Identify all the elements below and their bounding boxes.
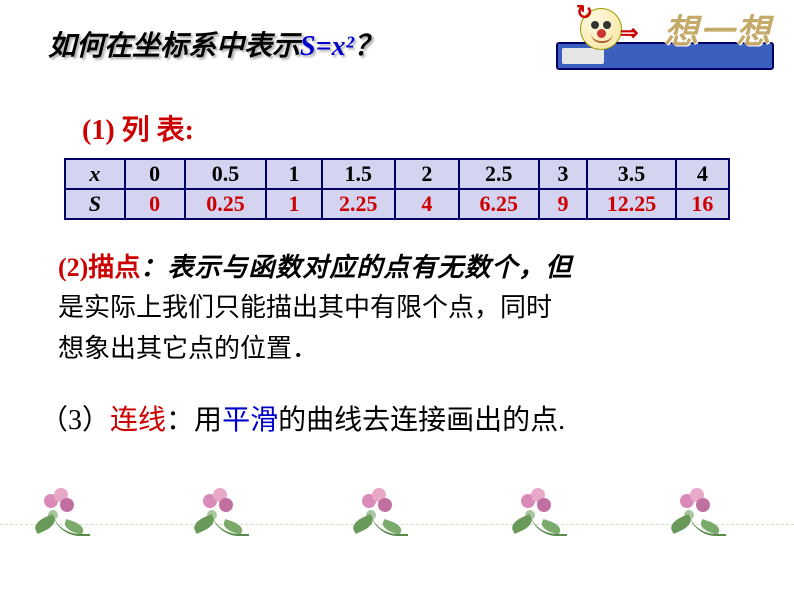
- think-text: 想一想: [664, 4, 772, 53]
- s-cell: 9: [539, 189, 588, 219]
- x-cell: 3.5: [587, 159, 676, 189]
- flower-cluster: [342, 484, 452, 554]
- table-row-x: x 0 0.5 1 1.5 2 2.5 3 3.5 4: [65, 159, 729, 189]
- step-3-num: （3）: [40, 405, 110, 436]
- flower-cluster: [24, 484, 134, 554]
- step-2-tag: 描点: [88, 253, 140, 282]
- s-cell: 16: [676, 189, 729, 219]
- x-cell: 1.5: [322, 159, 395, 189]
- step-2-line3: 想象出其它点的位置．: [58, 334, 318, 363]
- think-bar-highlight: [562, 48, 604, 64]
- step-3-tag: 连线: [110, 405, 166, 436]
- step-3-colon: ：: [166, 405, 194, 436]
- step-2-num: (2): [58, 253, 88, 282]
- question-heading: 如何在坐标系中表示S=x²？: [48, 24, 382, 64]
- xy-table: x 0 0.5 1 1.5 2 2.5 3 3.5 4 S 0 0.25 1 2…: [64, 158, 730, 220]
- step-1-num: (1): [82, 115, 115, 146]
- row-label-x: x: [65, 159, 125, 189]
- step-3-part1: 用: [194, 405, 222, 436]
- flower-cluster: [183, 484, 293, 554]
- flower-border: [0, 474, 794, 554]
- s-cell: 4: [395, 189, 459, 219]
- table-row-s: S 0 0.25 1 2.25 4 6.25 9 12.25 16: [65, 189, 729, 219]
- step-1-colon: :: [185, 115, 194, 146]
- x-cell: 0: [125, 159, 185, 189]
- step-3-part2: 的曲线去连接画出的点.: [278, 405, 565, 436]
- flower-cluster: [660, 484, 770, 554]
- question-formula: S=x²: [300, 31, 354, 62]
- arrow-right-icon: ⇒: [620, 20, 638, 46]
- swirl-arrow-icon: ↻: [576, 0, 593, 25]
- x-cell: 1: [266, 159, 321, 189]
- think-callout: ↻ ⇒ 想一想: [556, 6, 776, 72]
- vine-decor: [0, 524, 794, 526]
- flower-cluster: [501, 484, 611, 554]
- step-3-blue: 平滑: [222, 405, 278, 436]
- x-cell: 3: [539, 159, 588, 189]
- x-cell: 4: [676, 159, 729, 189]
- step-1-heading: (1) 列 表:: [82, 108, 194, 148]
- step-2-colon: ：: [140, 253, 167, 282]
- question-suffix: ？: [354, 31, 382, 62]
- step-2-line1: 表示与函数对应的点有无数个，但: [167, 253, 572, 282]
- value-table: x 0 0.5 1 1.5 2 2.5 3 3.5 4 S 0 0.25 1 2…: [64, 158, 730, 220]
- s-cell: 0.25: [185, 189, 267, 219]
- s-cell: 12.25: [587, 189, 676, 219]
- row-label-s: S: [65, 189, 125, 219]
- step-1-label: 列 表: [122, 115, 185, 146]
- x-cell: 0.5: [185, 159, 267, 189]
- step-3-paragraph: （3）连线：用平滑的曲线去连接画出的点.: [40, 398, 565, 438]
- step-2-paragraph: (2)描点：表示与函数对应的点有无数个，但 是实际上我们只能描出其中有限个点，同…: [58, 248, 734, 369]
- s-cell: 6.25: [459, 189, 539, 219]
- x-cell: 2.5: [459, 159, 539, 189]
- s-cell: 2.25: [322, 189, 395, 219]
- step-2-line2: 是实际上我们只能描出其中有限个点，同时: [58, 293, 552, 322]
- x-cell: 2: [395, 159, 459, 189]
- question-prefix: 如何在坐标系中表示: [48, 31, 300, 62]
- s-cell: 1: [266, 189, 321, 219]
- s-cell: 0: [125, 189, 185, 219]
